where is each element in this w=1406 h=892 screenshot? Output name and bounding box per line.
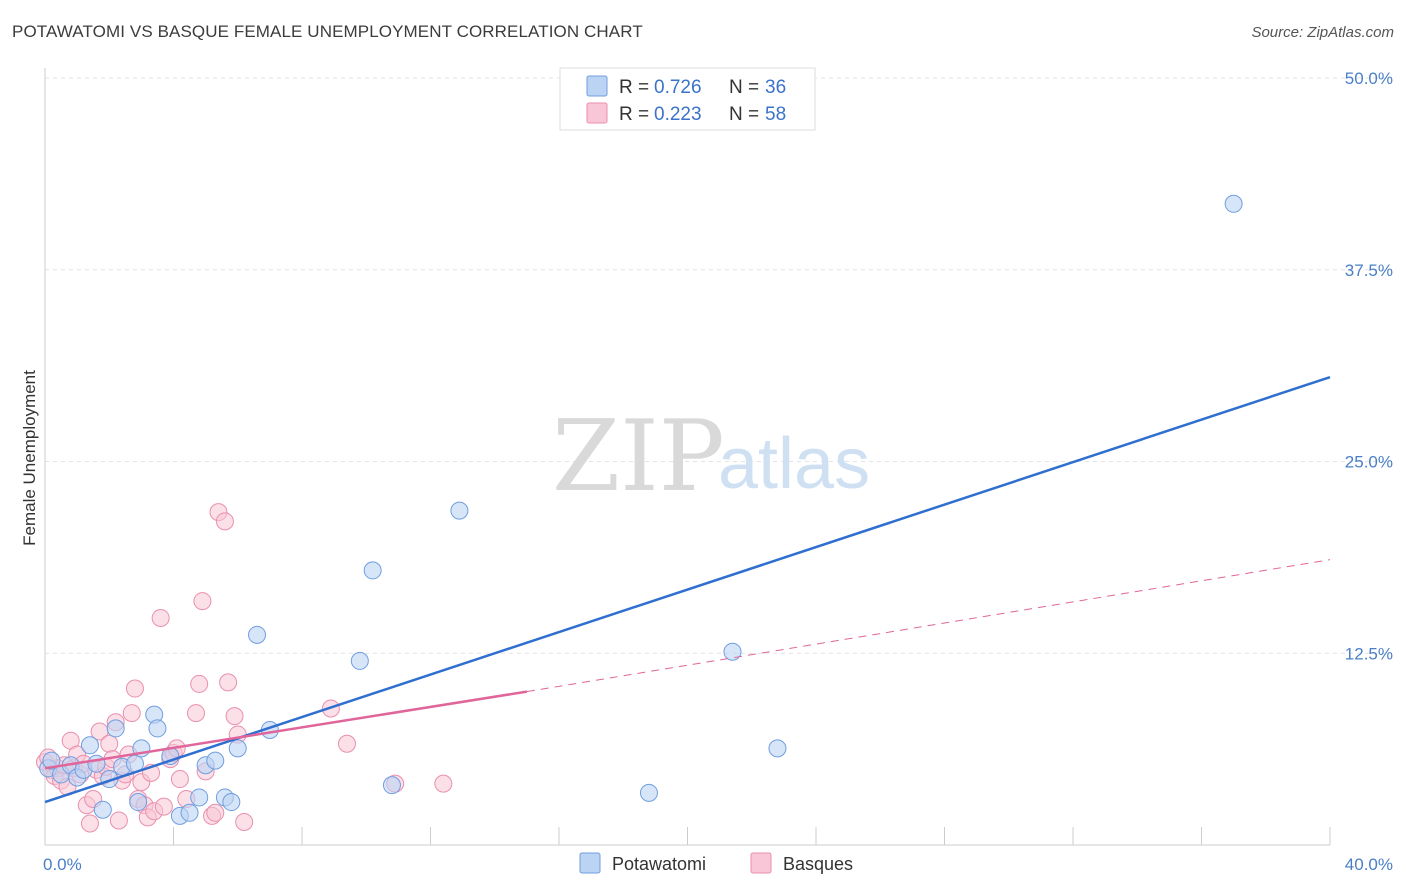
bottom-legend-swatch-basques [750,852,772,874]
trend-line-basques-extension [526,559,1331,693]
basques-point-34 [151,608,170,627]
watermark-zip: ZIP [552,400,725,514]
legend-box: R = 0.726 N = 36 R = 0.223 N = 58 [559,67,816,131]
basques-point-48 [215,512,234,531]
bottom-legend-swatch-potawatomi [579,852,601,874]
potawatomi-point-7 [87,754,106,773]
potawatomi-point-27 [363,561,382,580]
potawatomi-point-14 [148,719,167,738]
potawatomi-point-34 [129,793,148,812]
x-tick-label-1: 40.0% [1345,855,1393,874]
basques-point-13 [80,814,99,833]
tick-labels: 12.5% 25.0% 37.5% 50.0% 0.0% 40.0% [43,69,1393,874]
basques-point-56 [434,774,453,793]
bottom-legend: Potawatomi Basques [579,852,853,874]
basques-point-50 [225,707,244,726]
basques-point-39 [170,770,189,789]
legend-n-label-potawatomi: N = [729,77,759,98]
legend-r-label-basques: R = [619,104,649,125]
basques-point-35 [154,797,173,816]
series-potawatomi-points [39,194,1243,825]
basques-point-52 [235,812,254,831]
watermark: ZIP atlas [552,400,870,514]
legend-swatch-basques [586,102,608,124]
legend-r-value-potawatomi: 0.726 [654,77,702,98]
chart-title: POTAWATOMI VS BASQUE FEMALE UNEMPLOYMENT… [12,22,643,41]
potawatomi-point-23 [228,739,247,758]
basques-point-43 [193,592,212,611]
potawatomi-point-33 [1224,194,1243,213]
potawatomi-point-29 [450,501,469,520]
axes [44,68,1331,846]
legend-r-label-potawatomi: R = [619,77,649,98]
potawatomi-point-6 [80,736,99,755]
legend-swatch-potawatomi [586,75,608,97]
basques-point-19 [100,734,119,753]
trend-lines [44,375,1331,804]
trend-line-basques [44,690,528,770]
watermark-atlas: atlas [718,424,870,504]
potawatomi-point-9 [106,719,125,738]
legend-n-label-basques: N = [729,104,759,125]
y-tick-label-0: 12.5% [1345,644,1393,663]
potawatomi-point-31 [723,642,742,661]
source-credit: Source: ZipAtlas.com [1251,24,1394,41]
y-axis-label: Female Unemployment [20,370,39,546]
basques-point-26 [122,704,141,723]
potawatomi-point-17 [180,803,199,822]
potawatomi-point-32 [768,739,787,758]
basques-point-41 [186,704,205,723]
legend-n-value-potawatomi: 36 [765,77,786,98]
basques-point-22 [109,811,128,830]
grid-lines [45,77,1392,654]
potawatomi-point-35 [93,800,112,819]
potawatomi-point-28 [382,776,401,795]
potawatomi-point-26 [350,651,369,670]
basques-point-49 [219,673,238,692]
basques-point-27 [125,679,144,698]
y-tick-label-3: 50.0% [1345,69,1393,88]
potawatomi-point-22 [222,793,241,812]
bottom-legend-label-basques: Basques [783,854,853,874]
basques-point-42 [190,674,209,693]
potawatomi-point-24 [248,625,267,644]
potawatomi-point-18 [190,788,209,807]
x-tick-label-0: 0.0% [43,855,82,874]
legend-r-value-basques: 0.223 [654,104,702,125]
potawatomi-point-1 [42,751,61,770]
potawatomi-point-30 [639,783,658,802]
basques-point-46 [206,803,225,822]
basques-point-54 [337,734,356,753]
trend-line-potawatomi [44,375,1331,804]
y-tick-label-2: 37.5% [1345,261,1393,280]
potawatomi-point-20 [206,751,225,770]
legend-n-value-basques: 58 [765,104,786,125]
y-tick-label-1: 25.0% [1345,453,1393,472]
bottom-legend-label-potawatomi: Potawatomi [612,854,706,874]
